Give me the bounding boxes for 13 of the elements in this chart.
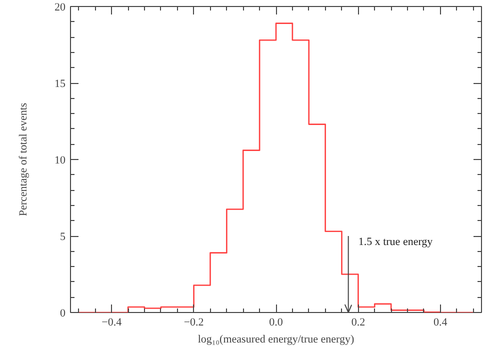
y-tick-label: 15: [54, 78, 66, 90]
x-axis-title: log₁₀(measured energy/true energy): [198, 334, 354, 346]
y-tick-label: 10: [54, 154, 66, 166]
x-tick-label: −0.4: [102, 316, 122, 328]
y-axis-title: Percentage of total events: [18, 102, 30, 216]
y-tick-label: 20: [54, 2, 66, 14]
y-tick-label: 5: [60, 231, 66, 243]
x-tick-label: 0.4: [434, 316, 448, 328]
x-tick-label: 0.0: [269, 316, 284, 328]
y-tick-label: 0: [60, 308, 66, 320]
ref-line-label: 1.5 x true energy: [358, 236, 434, 248]
x-tick-label: 0.2: [351, 316, 366, 328]
x-tick-label: −0.2: [184, 316, 204, 328]
